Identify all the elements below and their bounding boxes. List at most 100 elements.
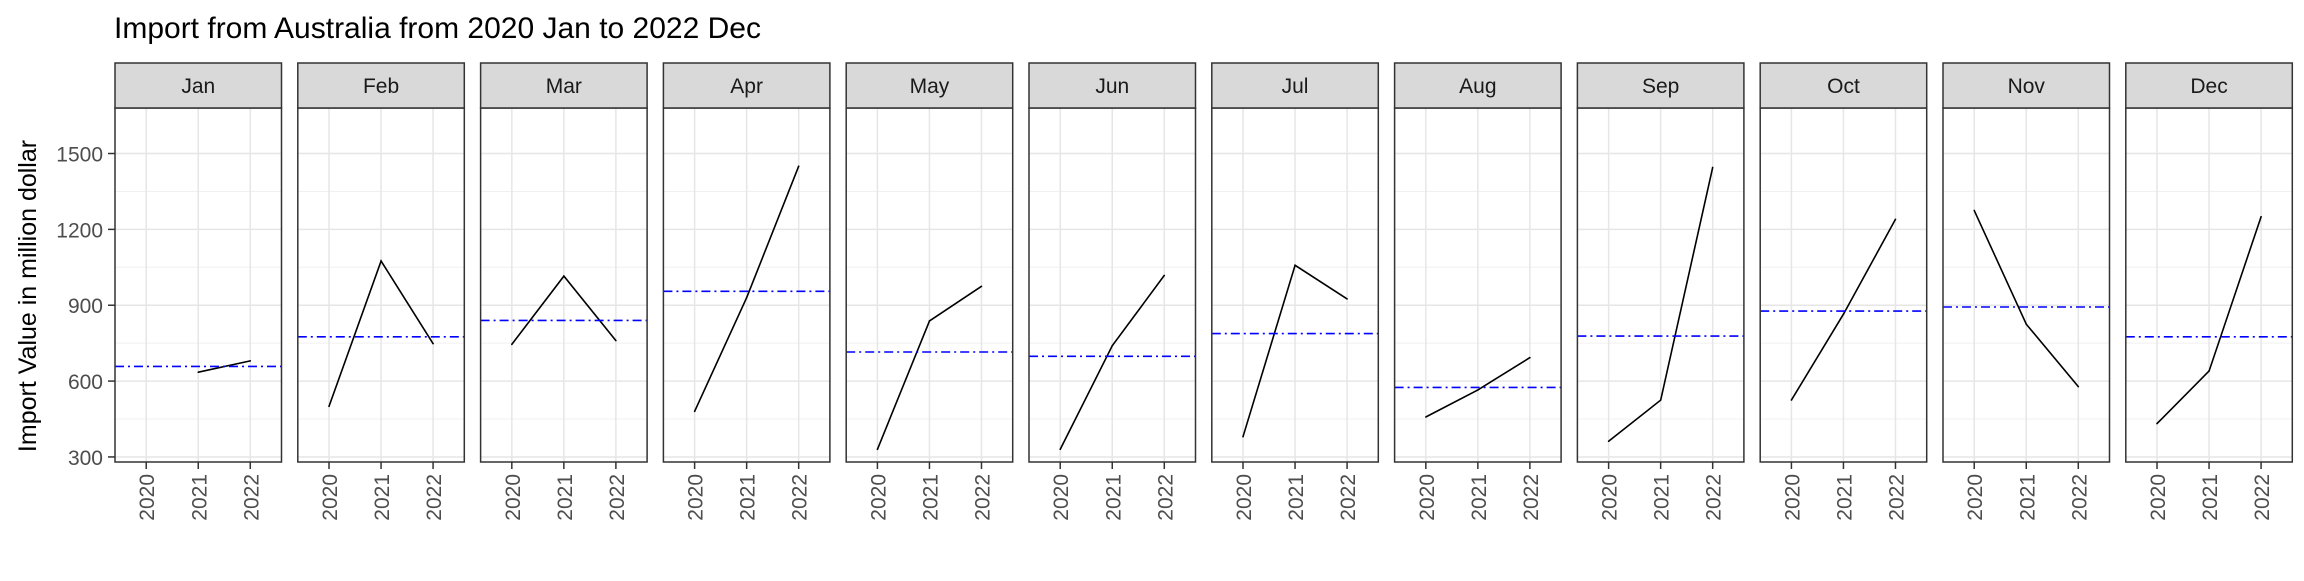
x-tick-label: 2020: [1599, 474, 1622, 521]
data-point: [197, 371, 200, 374]
strip-label-apr: Apr: [730, 75, 763, 98]
data-point: [693, 410, 696, 413]
data-point: [928, 320, 931, 322]
data-point: [511, 343, 513, 346]
strip-background: [1393, 62, 1562, 109]
x-tick-label: 2021: [1285, 474, 1308, 521]
x-tick-label: 2022: [606, 474, 629, 521]
strip-label-feb: Feb: [363, 75, 399, 98]
strip-background: [845, 62, 1014, 109]
x-tick-label: 2020: [319, 474, 342, 521]
data-point: [1059, 448, 1062, 451]
x-tick-label: 2022: [240, 474, 263, 521]
x-tick-label: 2022: [1154, 474, 1177, 521]
data-point: [980, 285, 983, 288]
x-tick-label: 2022: [972, 474, 995, 521]
data-point: [1163, 274, 1166, 277]
x-tick-label: 2021: [1102, 474, 1125, 521]
data-point: [563, 275, 565, 277]
data-point: [2156, 422, 2158, 425]
facet-panel-jul: Jul 2020 2021 2022: [1211, 62, 1380, 521]
x-tick-label: 2020: [2147, 474, 2170, 521]
strip-background: [1028, 62, 1197, 109]
strip-label-jan: Jan: [181, 75, 215, 98]
data-point: [1973, 209, 1976, 212]
strip-background: [1211, 62, 1380, 109]
data-point: [2025, 323, 2028, 325]
x-tick-label: 2022: [1886, 474, 1909, 521]
data-point: [249, 360, 252, 362]
strip-background: [1576, 62, 1745, 109]
x-tick-label: 2021: [188, 474, 211, 521]
strip-label-aug: Aug: [1459, 75, 1496, 98]
facet-panel-aug: Aug 2020 2021 2022: [1393, 62, 1562, 521]
strip-background: [479, 62, 648, 109]
strip-label-mar: Mar: [546, 75, 582, 98]
x-tick-label: 2021: [1468, 474, 1491, 521]
facet-panels: Jan 2020 2021 2022 Feb 2020 2021 2022 Mar 2020 202…: [114, 62, 2294, 521]
x-tick-label: 2020: [502, 474, 525, 521]
y-tick-label: 300: [68, 447, 103, 470]
facet-panel-apr: Apr 2020 2021 2022: [662, 62, 831, 521]
strip-background: [297, 62, 466, 109]
strip-background: [1759, 62, 1928, 109]
strip-background: [114, 62, 283, 109]
facet-panel-may: May 2020 2021 2022: [845, 62, 1014, 521]
x-tick-label: 2022: [1520, 474, 1543, 521]
strip-label-nov: Nov: [2008, 75, 2046, 98]
x-tick-label: 2020: [1781, 474, 1804, 521]
data-point: [1346, 298, 1348, 300]
x-tick-label: 2022: [2251, 474, 2274, 521]
data-point: [432, 342, 434, 345]
x-tick-label: 2022: [423, 474, 446, 521]
data-point: [380, 260, 382, 262]
x-tick-label: 2020: [1233, 474, 1256, 521]
data-point: [1242, 435, 1244, 438]
data-point: [1294, 264, 1296, 267]
y-axis: 300 600 900 1200 1500: [56, 144, 115, 470]
data-point: [328, 405, 330, 408]
data-point: [1477, 389, 1479, 391]
y-tick-label: 1500: [56, 144, 103, 167]
x-tick-label: 2021: [737, 474, 760, 521]
x-tick-label: 2021: [920, 474, 943, 521]
x-tick-label: 2021: [2199, 474, 2222, 521]
facet-panel-feb: Feb 2020 2021 2022: [297, 62, 466, 521]
data-point: [745, 296, 748, 299]
facet-panel-dec: Dec 2020 2021 2022: [2125, 62, 2294, 521]
facet-panel-jun: Jun 2020 2021 2022: [1028, 62, 1197, 521]
x-tick-label: 2020: [1964, 474, 1987, 521]
data-point: [615, 339, 617, 342]
strip-background: [662, 62, 831, 109]
y-tick-label: 900: [68, 295, 103, 318]
strip-label-sep: Sep: [1642, 75, 1679, 98]
data-point: [1711, 166, 1714, 169]
x-tick-label: 2021: [554, 474, 577, 521]
data-point: [1659, 399, 1662, 401]
data-point: [1790, 399, 1793, 401]
strip-label-dec: Dec: [2190, 75, 2227, 98]
strip-label-jul: Jul: [1282, 75, 1309, 98]
strip-background: [2125, 62, 2294, 109]
chart-title: Import from Australia from 2020 Jan to 2…: [114, 12, 761, 45]
strip-label-oct: Oct: [1827, 75, 1860, 98]
facet-panel-oct: Oct 2020 2021 2022: [1759, 62, 1928, 521]
data-point: [1425, 416, 1427, 418]
x-tick-label: 2022: [789, 474, 812, 521]
x-tick-label: 2022: [2068, 474, 2091, 521]
strip-label-jun: Jun: [1095, 75, 1129, 98]
strip-label-may: May: [910, 75, 950, 98]
y-tick-label: 600: [68, 371, 103, 394]
x-tick-label: 2020: [136, 474, 159, 521]
x-tick-label: 2022: [1337, 474, 1360, 521]
x-tick-label: 2021: [1834, 474, 1857, 521]
x-tick-label: 2020: [1050, 474, 1073, 521]
data-point: [1607, 440, 1610, 443]
data-point: [2208, 370, 2210, 372]
facet-panel-mar: Mar 2020 2021 2022: [479, 62, 648, 521]
x-tick-label: 2022: [1703, 474, 1726, 521]
x-tick-label: 2020: [867, 474, 890, 521]
data-point: [1842, 313, 1845, 315]
